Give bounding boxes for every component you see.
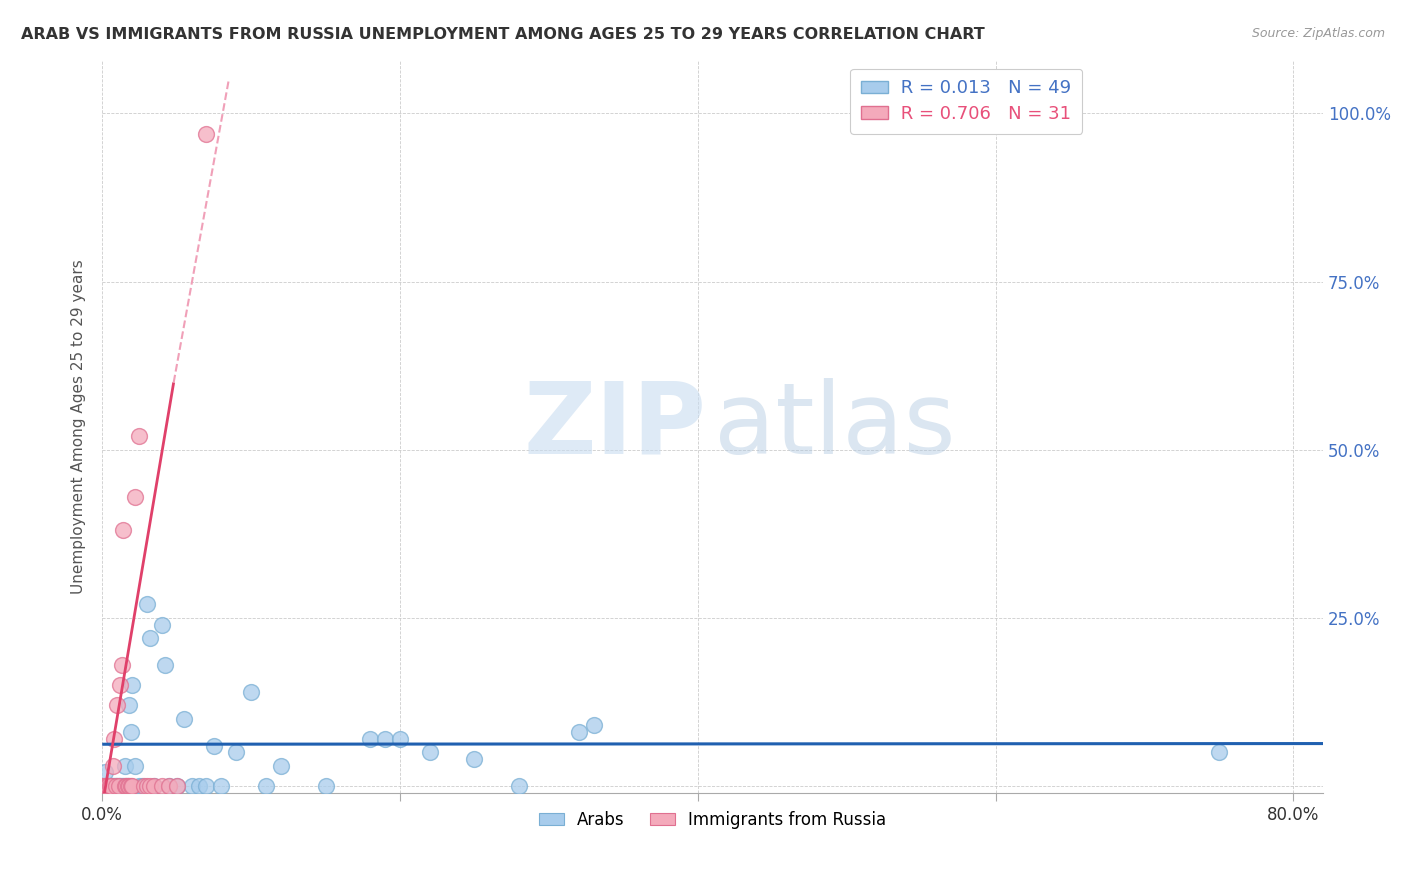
Point [108, 779, 131, 793]
Point [1208, 745, 1230, 759]
Point [115, 779, 138, 793]
Point [359, 731, 381, 746]
Point [105, 779, 128, 793]
Point [388, 731, 411, 746]
Point [139, 631, 162, 645]
Text: ZIP: ZIP [523, 377, 706, 475]
Point [132, 779, 155, 793]
Point [118, 779, 141, 793]
Point [121, 678, 143, 692]
Point [180, 779, 202, 793]
Point [150, 779, 173, 793]
Point [166, 779, 188, 793]
Point [124, 490, 146, 504]
Point [101, 758, 124, 772]
Point [114, 758, 136, 772]
Point [91, 779, 114, 793]
Y-axis label: Unemployment Among Ages 25 to 29 years: Unemployment Among Ages 25 to 29 years [72, 259, 86, 593]
Point [202, 739, 225, 753]
Point [98, 779, 121, 793]
Point [110, 657, 132, 672]
Point [135, 779, 157, 793]
Point [139, 779, 162, 793]
Legend: Arabs, Immigrants from Russia: Arabs, Immigrants from Russia [533, 805, 893, 836]
Point [112, 779, 135, 793]
Point [96, 779, 118, 793]
Point [166, 779, 188, 793]
Point [173, 712, 195, 726]
Point [254, 779, 277, 793]
Point [117, 779, 139, 793]
Point [374, 731, 396, 746]
Point [110, 779, 132, 793]
Point [97, 779, 120, 793]
Point [121, 779, 143, 793]
Point [94, 779, 117, 793]
Point [150, 617, 173, 632]
Point [508, 779, 530, 793]
Point [315, 779, 337, 793]
Point [96, 779, 118, 793]
Point [209, 779, 232, 793]
Point [107, 779, 129, 793]
Text: ARAB VS IMMIGRANTS FROM RUSSIA UNEMPLOYMENT AMONG AGES 25 TO 29 YEARS CORRELATIO: ARAB VS IMMIGRANTS FROM RUSSIA UNEMPLOYM… [21, 27, 984, 42]
Point [120, 725, 142, 739]
Point [108, 678, 131, 692]
Point [143, 779, 166, 793]
Point [103, 779, 125, 793]
Point [117, 779, 139, 793]
Point [270, 758, 292, 772]
Point [128, 779, 150, 793]
Point [115, 779, 138, 793]
Point [107, 779, 129, 793]
Point [104, 779, 127, 793]
Point [124, 758, 146, 772]
Point [100, 779, 122, 793]
Point [188, 779, 211, 793]
Point [135, 598, 157, 612]
Point [568, 725, 591, 739]
Point [131, 779, 153, 793]
Point [582, 718, 605, 732]
Point [419, 745, 441, 759]
Point [94, 765, 117, 780]
Text: atlas: atlas [714, 377, 956, 475]
Point [157, 779, 180, 793]
Point [195, 779, 218, 793]
Point [112, 524, 135, 538]
Point [91, 779, 114, 793]
Point [114, 779, 136, 793]
Point [120, 779, 142, 793]
Point [128, 429, 150, 443]
Point [225, 745, 247, 759]
Point [98, 779, 121, 793]
Point [105, 698, 128, 713]
Point [93, 779, 115, 793]
Point [100, 779, 122, 793]
Point [101, 779, 124, 793]
Point [157, 779, 180, 793]
Point [104, 779, 127, 793]
Point [143, 779, 166, 793]
Point [195, 127, 218, 141]
Point [153, 657, 176, 672]
Text: Source: ZipAtlas.com: Source: ZipAtlas.com [1251, 27, 1385, 40]
Point [240, 685, 263, 699]
Point [118, 698, 141, 713]
Point [103, 731, 125, 746]
Point [463, 752, 485, 766]
